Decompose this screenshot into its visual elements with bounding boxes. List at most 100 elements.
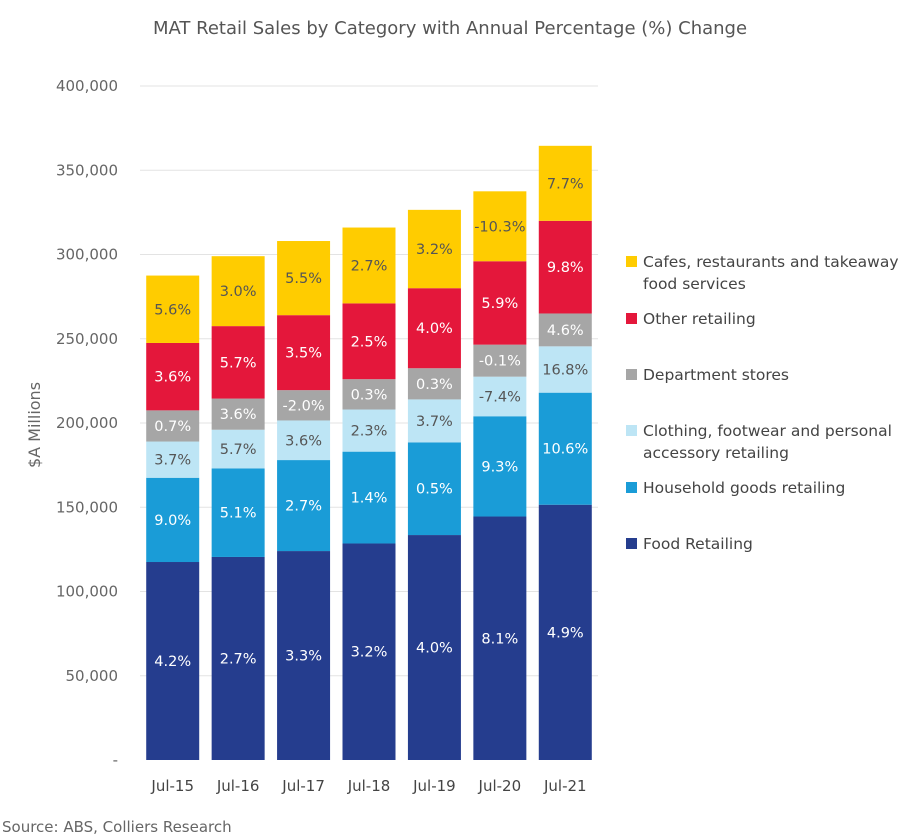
data-label: 3.6% — [220, 407, 257, 423]
data-label: 0.3% — [351, 387, 388, 403]
data-label: 5.7% — [220, 442, 257, 458]
x-tick-label: Jul-21 — [543, 777, 587, 795]
bar-stack: 3.3% 2.7% 3.6% -2.0% 3.5% 5.5% — [277, 241, 331, 760]
legend-item: Clothing, footwear and personal accessory… — [626, 422, 892, 462]
x-tick-label: Jul-18 — [347, 777, 391, 795]
bar-segment — [342, 543, 396, 760]
data-label: 4.9% — [547, 625, 584, 641]
x-tick-label: Jul-15 — [150, 777, 194, 795]
bar-segment — [407, 209, 461, 289]
legend-item: Department stores — [626, 366, 789, 384]
bar-segment — [211, 326, 265, 399]
data-label: 2.3% — [351, 424, 388, 440]
data-label: -7.4% — [479, 389, 521, 405]
bar-segment — [211, 556, 265, 760]
legend-label: Food Retailing — [643, 535, 753, 553]
data-label: -2.0% — [283, 398, 325, 414]
data-label: 4.2% — [154, 654, 191, 670]
bar-stack: 4.0% 0.5% 3.7% 0.3% 4.0% 3.2% — [407, 209, 461, 760]
data-label: 5.5% — [285, 271, 322, 287]
y-tick-label: 50,000 — [66, 667, 119, 685]
data-label: 1.4% — [351, 491, 388, 507]
bar-segment — [342, 409, 396, 452]
bar-segment — [211, 468, 265, 557]
y-axis-ticks: - 50,000 100,000 150,000 200,000 250,000 300,0… — [56, 77, 118, 769]
legend-swatch — [626, 256, 637, 267]
data-label: 2.7% — [351, 258, 388, 274]
x-tick-label: Jul-20 — [478, 777, 522, 795]
bar-segment — [538, 392, 592, 505]
bar-segment — [538, 504, 592, 760]
x-axis-categories: Jul-15 Jul-16 Jul-17 Jul-18 Jul-19 Jul-20 Jul-… — [150, 777, 586, 795]
data-label: 3.2% — [351, 645, 388, 661]
bar-segment — [473, 191, 527, 262]
bar-stack: 2.7% 5.1% 5.7% 3.6% 5.7% 3.0% — [211, 256, 265, 760]
data-label: 9.8% — [547, 260, 584, 276]
data-label: 0.5% — [416, 482, 453, 498]
legend-label: Department stores — [643, 366, 789, 384]
bar-segment — [473, 416, 527, 517]
bar-segment — [473, 376, 527, 417]
legend-item: Household goods retailing — [626, 479, 845, 497]
legend-label: accessory retailing — [643, 444, 789, 462]
data-label: 3.0% — [220, 284, 257, 300]
data-label: 9.3% — [481, 459, 518, 475]
bar-segment — [407, 368, 461, 400]
y-tick-label: 300,000 — [56, 246, 118, 264]
data-label: 8.1% — [481, 631, 518, 647]
data-label: 3.6% — [154, 370, 191, 386]
chart-title: MAT Retail Sales by Category with Annual… — [153, 18, 747, 39]
legend: Cafes, restaurants and takeaway food serv… — [626, 253, 899, 553]
data-label: 5.6% — [154, 302, 191, 318]
data-label: 3.7% — [416, 414, 453, 430]
bar-segment — [342, 303, 396, 380]
bar-stack: 8.1% 9.3% -7.4% -0.1% 5.9% -10.3% — [473, 191, 527, 760]
bar-segment — [473, 261, 527, 345]
x-tick-label: Jul-19 — [412, 777, 456, 795]
bar-segment — [538, 313, 592, 347]
bar-segment — [407, 442, 461, 536]
bar-segment — [146, 410, 200, 442]
y-tick-label: 100,000 — [56, 583, 118, 601]
source-note: Source: ABS, Colliers Research — [2, 818, 232, 836]
legend-swatch — [626, 369, 637, 380]
bar-segment — [277, 390, 331, 421]
y-tick-label: 150,000 — [56, 498, 118, 516]
bar-segment — [211, 429, 265, 469]
bar-segment — [277, 551, 331, 760]
bar-segment — [342, 451, 396, 544]
bar-segment — [538, 145, 592, 221]
bar-segment — [277, 315, 331, 391]
bar-segment — [146, 562, 200, 760]
legend-item: Cafes, restaurants and takeaway food serv… — [626, 253, 899, 293]
bar-segment — [407, 288, 461, 369]
legend-swatch — [626, 482, 637, 493]
bar-segment — [146, 342, 200, 411]
data-label: 10.6% — [542, 442, 588, 458]
data-label: 4.0% — [416, 641, 453, 657]
data-label: 16.8% — [542, 363, 588, 379]
data-label: -10.3% — [474, 219, 525, 235]
bar-segment — [342, 379, 396, 410]
y-tick-label: 200,000 — [56, 414, 118, 432]
data-label: 2.7% — [285, 499, 322, 515]
bar-segment — [146, 477, 200, 563]
legend-item: Other retailing — [626, 310, 756, 328]
data-label: 3.5% — [285, 346, 322, 362]
bar-segment — [407, 399, 461, 443]
y-tick-label: 350,000 — [56, 161, 118, 179]
data-label: 4.6% — [547, 323, 584, 339]
data-label: 3.6% — [285, 433, 322, 449]
bar-stack: 4.9% 10.6% 16.8% 4.6% 9.8% 7.7% — [538, 145, 592, 760]
legend-swatch — [626, 538, 637, 549]
y-tick-label: - — [113, 751, 118, 769]
data-label: 3.2% — [416, 242, 453, 258]
bar-segment — [538, 220, 592, 314]
legend-label: food services — [643, 275, 746, 293]
bar-segment — [407, 535, 461, 760]
legend-item: Food Retailing — [626, 535, 753, 553]
legend-label: Other retailing — [643, 310, 756, 328]
bar-segment — [277, 241, 331, 316]
data-label: 5.1% — [220, 506, 257, 522]
